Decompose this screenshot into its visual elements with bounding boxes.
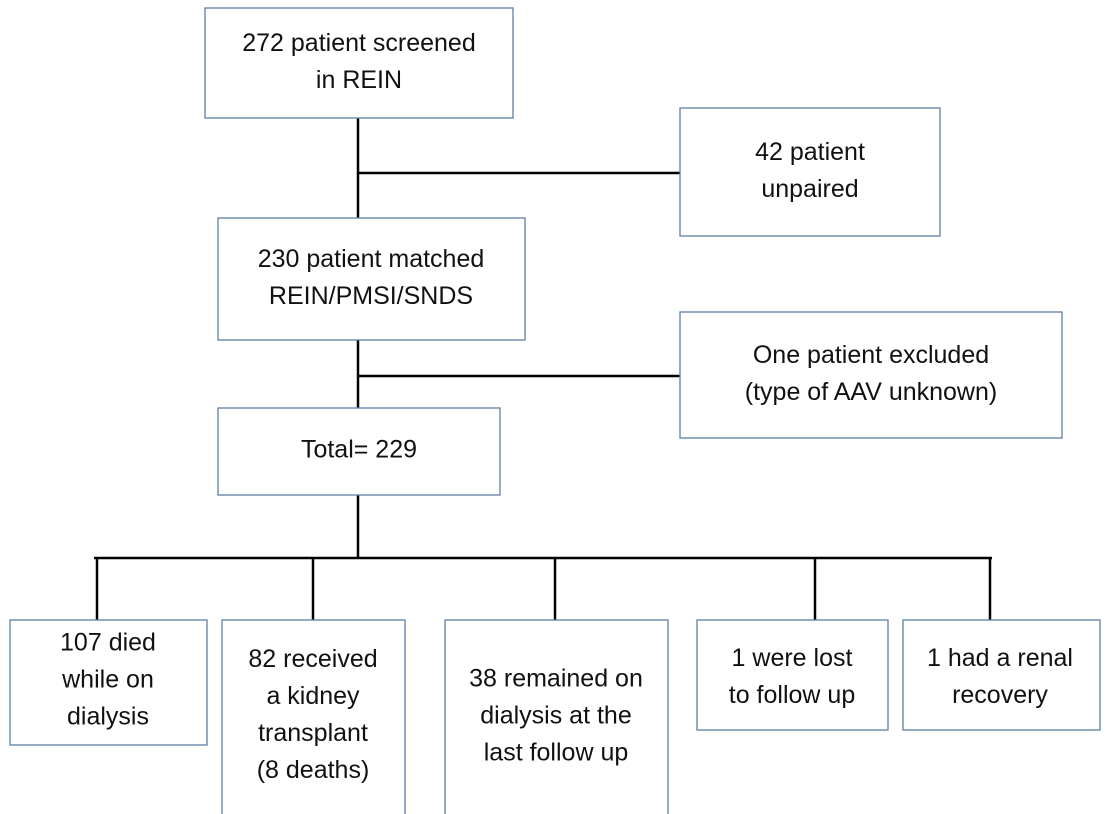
node-label: Total= 229 <box>301 436 417 464</box>
node-label: while on <box>61 666 154 694</box>
box <box>9 619 208 746</box>
box <box>679 311 1063 439</box>
node-label: 1 had a renal <box>927 644 1073 672</box>
node-label: 107 died <box>60 629 156 657</box>
node-label: 1 were lost <box>732 644 853 672</box>
node-label: 82 received <box>248 645 377 673</box>
node-label: last follow up <box>484 739 629 767</box>
node-label: One patient excluded <box>753 341 989 369</box>
box <box>204 7 514 119</box>
node-label: 42 patient <box>755 138 865 166</box>
box <box>217 407 501 496</box>
node-label: in REIN <box>316 66 402 94</box>
node-label: recovery <box>952 681 1048 709</box>
connectors <box>94 118 992 620</box>
node-label: dialysis at the <box>480 702 631 730</box>
node-label: to follow up <box>729 681 855 709</box>
boxes <box>9 7 1101 814</box>
box <box>902 619 1101 731</box>
node-label: 230 patient matched <box>258 245 485 273</box>
node-label: transplant <box>258 719 368 747</box>
node-label: a kidney <box>266 682 360 710</box>
box <box>696 619 889 731</box>
box <box>221 619 406 814</box>
node-label: REIN/PMSI/SNDS <box>269 282 473 310</box>
node-label: 272 patient screened <box>242 29 476 57</box>
box <box>679 107 941 237</box>
box <box>217 217 526 341</box>
node-label: 38 remained on <box>469 665 643 693</box>
box <box>444 619 669 814</box>
node-label: unpaired <box>761 175 858 203</box>
node-label: dialysis <box>67 703 149 731</box>
node-label: (type of AAV unknown) <box>745 378 997 406</box>
node-label: (8 deaths) <box>257 756 370 784</box>
